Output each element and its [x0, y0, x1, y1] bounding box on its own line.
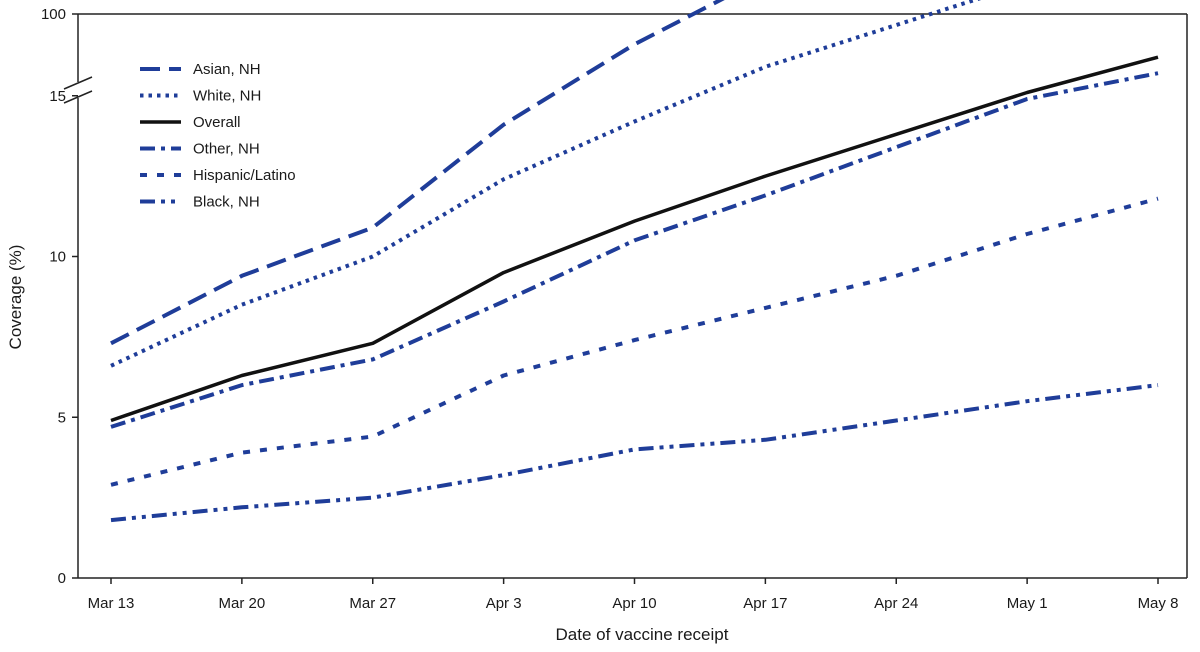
chart-series	[110, 0, 1159, 523]
legend-label: Black, NH	[193, 194, 260, 211]
x-tick-label: Apr 24	[874, 595, 918, 612]
series-line-asian-nh	[110, 0, 725, 346]
axis-break-mark-upper	[63, 76, 93, 90]
x-tick-label: Apr 10	[612, 595, 656, 612]
x-tick-label: May 8	[1138, 595, 1179, 612]
y-tick-label: 10	[49, 249, 66, 266]
legend-label: Overall	[193, 114, 241, 131]
chart-legend: Asian, NH White, NH Overall Other, NH Hispan…	[140, 61, 296, 211]
series-line-other-nh	[110, 71, 1159, 429]
y-axis-title: Coverage (%)	[6, 245, 25, 350]
y-tick-label: 0	[58, 570, 66, 587]
chart-axes	[63, 13, 1188, 579]
x-axis-title: Date of vaccine receipt	[556, 625, 729, 644]
legend-label: Other, NH	[193, 141, 260, 158]
x-tick-label: Mar 13	[88, 595, 135, 612]
legend-label: Hispanic/Latino	[193, 167, 296, 184]
x-tick-label: Mar 20	[219, 595, 266, 612]
x-tick-label: Apr 17	[743, 595, 787, 612]
series-line-hispanic-latino	[110, 196, 1159, 487]
series-line-black-nh	[110, 383, 1159, 523]
axis-break-mark-lower	[63, 90, 93, 104]
legend-label: Asian, NH	[193, 61, 261, 78]
y-tick-label: 100	[41, 6, 66, 23]
x-tick-label: Mar 27	[349, 595, 396, 612]
y-tick-label: 5	[58, 409, 66, 426]
legend-label: White, NH	[193, 88, 261, 105]
x-tick-label: May 1	[1007, 595, 1048, 612]
x-tick-label: Apr 3	[486, 595, 522, 612]
y-tick-label: 15	[49, 88, 66, 105]
